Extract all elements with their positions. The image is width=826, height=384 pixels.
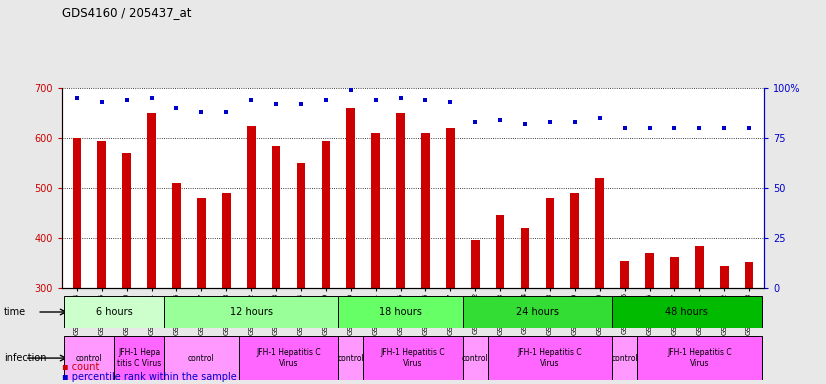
Bar [596, 178, 604, 288]
Bar [147, 113, 156, 288]
Point [344, 87, 358, 93]
Text: infection: infection [4, 353, 46, 363]
Text: ▪ percentile rank within the sample: ▪ percentile rank within the sample [62, 372, 237, 382]
Bar [321, 141, 330, 288]
Point [244, 97, 258, 103]
Bar [520, 228, 529, 288]
Bar [612, 296, 762, 328]
Point [743, 125, 756, 131]
Bar [463, 336, 487, 380]
Text: GDS4160 / 205437_at: GDS4160 / 205437_at [62, 6, 192, 19]
Text: control: control [188, 354, 215, 362]
Point [568, 119, 582, 125]
Point [667, 125, 681, 131]
Bar [64, 336, 114, 380]
Bar [571, 193, 579, 288]
Bar [546, 198, 554, 288]
Bar [197, 198, 206, 288]
Bar [297, 163, 306, 288]
Point [294, 101, 307, 108]
Bar [97, 141, 107, 288]
Bar [745, 262, 753, 288]
Point [718, 125, 731, 131]
Point [593, 115, 606, 121]
Bar [487, 336, 612, 380]
Bar [363, 336, 463, 380]
Bar [645, 253, 654, 288]
Text: 12 hours: 12 hours [230, 307, 273, 317]
Point [693, 125, 706, 131]
Bar [339, 336, 363, 380]
Point [493, 117, 506, 123]
Text: 48 hours: 48 hours [666, 307, 709, 317]
Text: 18 hours: 18 hours [379, 307, 422, 317]
Point [444, 99, 457, 105]
Bar [222, 193, 230, 288]
Bar [164, 336, 239, 380]
Point [70, 95, 83, 101]
Point [369, 97, 382, 103]
Bar [695, 246, 704, 288]
Point [618, 125, 631, 131]
Bar [247, 126, 255, 288]
Point [643, 125, 656, 131]
Bar [172, 183, 181, 288]
Bar [612, 336, 637, 380]
Bar [471, 240, 480, 288]
Bar [339, 296, 463, 328]
Point [145, 95, 159, 101]
Bar [496, 215, 505, 288]
Point [544, 119, 557, 125]
Bar [73, 138, 81, 288]
Text: JFH-1 Hepatitis C
Virus: JFH-1 Hepatitis C Virus [518, 348, 582, 368]
Bar [670, 257, 679, 288]
Point [419, 97, 432, 103]
Text: JFH-1 Hepa
titis C Virus: JFH-1 Hepa titis C Virus [117, 348, 161, 368]
Bar [122, 153, 131, 288]
Point [468, 119, 482, 125]
Point [269, 101, 282, 108]
Bar [272, 146, 280, 288]
Point [170, 105, 183, 111]
Point [220, 109, 233, 115]
Text: control: control [611, 354, 638, 362]
Text: 6 hours: 6 hours [96, 307, 133, 317]
Text: ▪ count: ▪ count [62, 362, 99, 372]
Bar [719, 266, 729, 288]
Point [95, 99, 108, 105]
Point [320, 97, 333, 103]
Bar [239, 336, 339, 380]
Point [394, 95, 407, 101]
Bar [164, 296, 339, 328]
Text: time: time [4, 307, 26, 317]
Bar [346, 108, 355, 288]
Text: control: control [76, 354, 102, 362]
Bar [637, 336, 762, 380]
Text: JFH-1 Hepatitis C
Virus: JFH-1 Hepatitis C Virus [667, 348, 732, 368]
Bar [421, 133, 430, 288]
Bar [396, 113, 405, 288]
Point [120, 97, 133, 103]
Point [519, 121, 532, 127]
Bar [463, 296, 612, 328]
Bar [64, 296, 164, 328]
Text: JFH-1 Hepatitis C
Virus: JFH-1 Hepatitis C Virus [381, 348, 445, 368]
Bar [620, 260, 629, 288]
Text: 24 hours: 24 hours [516, 307, 559, 317]
Text: control: control [337, 354, 364, 362]
Text: control: control [462, 354, 489, 362]
Point [195, 109, 208, 115]
Bar [372, 133, 380, 288]
Text: JFH-1 Hepatitis C
Virus: JFH-1 Hepatitis C Virus [256, 348, 320, 368]
Bar [114, 336, 164, 380]
Bar [446, 128, 454, 288]
